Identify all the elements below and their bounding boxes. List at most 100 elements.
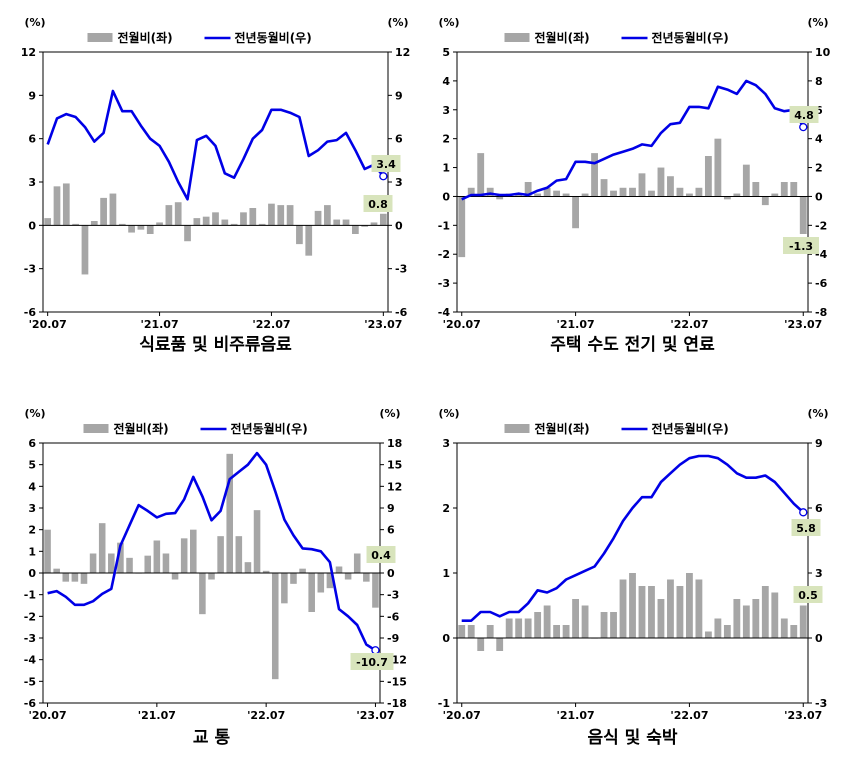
mom-bar (44, 218, 52, 226)
yoy-line (46, 89, 385, 201)
mom-bar (600, 612, 608, 638)
legend-mom-label: 전월비(좌) (535, 30, 590, 45)
mom-bar (790, 182, 798, 197)
mom-bar (761, 196, 769, 206)
mom-bar (515, 193, 523, 197)
mom-bar (344, 573, 352, 580)
mom-bar (353, 553, 361, 573)
left-tick-label: -6 (24, 697, 37, 710)
mom-bar (80, 573, 88, 584)
left-tick-label: 6 (28, 437, 36, 450)
mom-bar (572, 599, 579, 638)
mom-bar (572, 196, 579, 229)
left-unit-label: (%) (438, 16, 459, 29)
mom-bar (286, 205, 294, 226)
mom-bar (771, 592, 779, 638)
mom-bar (212, 212, 219, 226)
plot-frame (456, 51, 809, 313)
x-tick-label: '23.07 (784, 318, 822, 331)
right-tick-label: -9 (387, 632, 399, 645)
mom-bar (361, 225, 369, 227)
left-tick-label: 0 (28, 567, 36, 580)
mom-bar (221, 219, 229, 226)
right-tick-label: 3 (395, 176, 403, 189)
mom-bar (314, 210, 322, 226)
mom-bar (335, 566, 343, 573)
mom-bar (667, 176, 674, 197)
mom-bar (98, 523, 106, 573)
mom-bar (733, 193, 741, 197)
mom-bar (81, 225, 89, 275)
right-tick-label: 9 (387, 502, 395, 515)
left-tick-label: 4 (28, 480, 36, 493)
right-tick-label: 18 (387, 437, 402, 450)
left-tick-label: 9 (28, 89, 36, 102)
mom-bar (467, 187, 475, 197)
mom-bar (326, 573, 334, 589)
x-tick-label: '21.07 (556, 318, 594, 331)
chart-panel-2: (%) (%)-4-3-2-1012345-8-6-4-20246810'20.0… (438, 16, 831, 355)
mom-bar (379, 213, 387, 226)
mom-bar (543, 187, 551, 197)
mom-bar (752, 182, 760, 197)
chart-panel-1: (%) (%) -6 -3 0 3 6 9 12 -6 -3 0 3 6 9 12 '20.07 '21.07 '2… (21, 16, 411, 355)
mom-bar (610, 190, 617, 197)
mom-bar (505, 618, 513, 638)
left-tick-label: -1 (438, 697, 450, 710)
mom-bar (109, 193, 117, 226)
mom-bar (524, 618, 532, 638)
mom-bar (342, 219, 350, 226)
x-tick-label: '21.07 (140, 318, 178, 331)
yoy-value-label: 3.4 (376, 158, 396, 171)
left-tick-label: 3 (28, 176, 36, 189)
mom-bar (156, 222, 163, 226)
mom-bar (62, 183, 70, 226)
mom-bar (128, 225, 135, 233)
right-tick-label: 9 (815, 437, 823, 450)
right-unit-label: (%) (807, 16, 828, 29)
left-tick-label: -3 (24, 263, 36, 276)
right-tick-label: 3 (815, 567, 823, 580)
mom-bar (686, 573, 693, 638)
mom-bar (240, 212, 247, 226)
left-tick-label: -5 (24, 675, 36, 688)
mom-bar (477, 153, 485, 197)
left-tick-label: -3 (24, 632, 36, 645)
mom-bar (619, 579, 627, 638)
yoy-value-label: 5.8 (796, 522, 816, 535)
legend-yoy-label: 전년동월비(우) (235, 30, 312, 45)
mom-bar (53, 186, 61, 226)
right-tick-label: 0 (387, 567, 395, 580)
right-tick-label: 6 (815, 104, 823, 117)
right-tick-label: 15 (387, 459, 402, 472)
mom-bar (89, 553, 97, 573)
mom-bar (610, 612, 617, 638)
left-tick-label: 5 (28, 459, 36, 472)
mom-bar (581, 605, 589, 638)
right-unit-label: (%) (807, 407, 828, 420)
mom-bar (799, 605, 807, 638)
mom-bar (90, 221, 98, 226)
mom-bar (324, 205, 331, 226)
right-tick-label: 0 (815, 190, 823, 203)
mom-bar (799, 196, 807, 234)
yoy-line (47, 451, 377, 652)
mom-bar (723, 196, 731, 200)
mom-bar (118, 223, 126, 226)
mom-value-label: 0.5 (798, 589, 818, 602)
mom-bar (277, 205, 285, 226)
mom-bar (305, 225, 313, 256)
x-tick-label: '22.07 (252, 318, 290, 331)
mom-bar (268, 203, 275, 226)
x-tick-label: '23.07 (364, 318, 402, 331)
mom-bar (458, 196, 466, 258)
left-tick-label: 0 (28, 219, 36, 232)
left-tick-label: -3 (438, 277, 450, 290)
legend-yoy-label: 전년동월비(우) (652, 30, 729, 45)
mom-bar (467, 625, 475, 638)
mom-bar (780, 182, 788, 197)
mom-bar (714, 618, 722, 638)
chart-title: 교 통 (193, 728, 231, 748)
left-tick-label: -4 (438, 306, 451, 319)
mom-value-label-bg (363, 195, 393, 212)
